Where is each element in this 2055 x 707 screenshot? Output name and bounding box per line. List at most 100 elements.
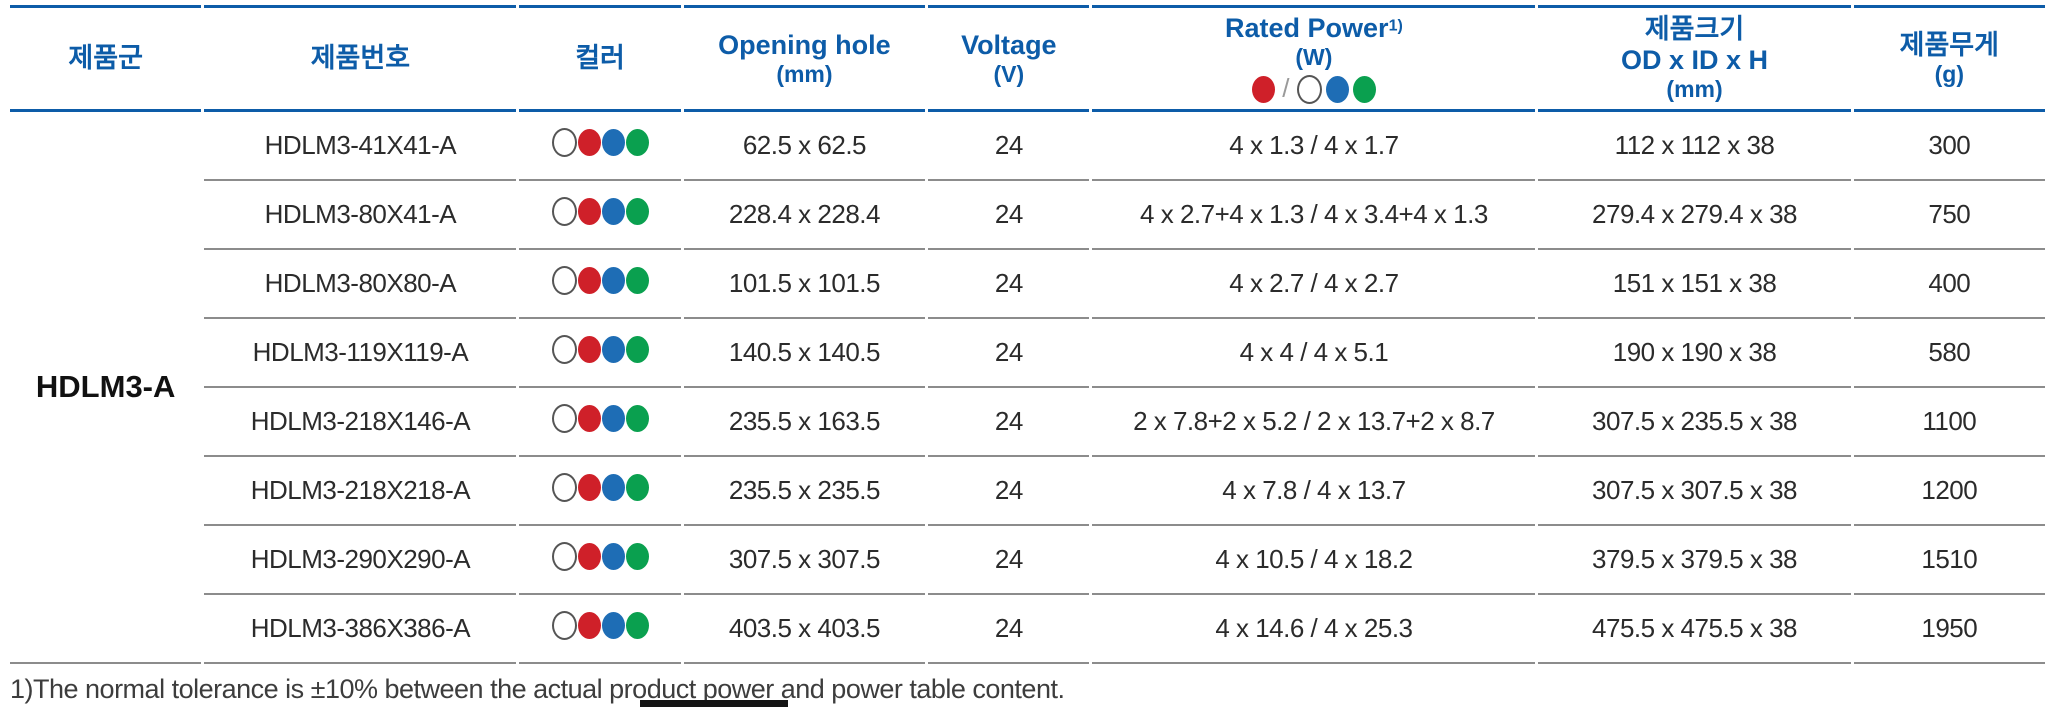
- voltage-cell: 24: [928, 112, 1090, 181]
- color-dots: [551, 196, 649, 226]
- header-label: 제품크기: [1644, 14, 1745, 45]
- red-dot-icon: [577, 266, 601, 294]
- product-weight-cell: 1200: [1853, 457, 2045, 526]
- color-cell: [519, 388, 681, 457]
- color-cell: [519, 595, 681, 664]
- table-row: HDLM3-218X218-A 235.5 x 235.5 24 4 x 7.8…: [10, 457, 2045, 526]
- color-dots: [551, 403, 649, 433]
- product-weight-cell: 400: [1853, 250, 2045, 319]
- product-size-cell: 112 x 112 x 38: [1538, 112, 1851, 181]
- white-dot-icon: [551, 403, 577, 433]
- green-dot-icon: [625, 128, 649, 156]
- red-dot-icon: [1252, 75, 1276, 103]
- rated-power-cell: 4 x 14.6 / 4 x 25.3: [1092, 595, 1536, 664]
- part-number-cell: HDLM3-80X41-A: [204, 181, 517, 250]
- product-size-cell: 279.4 x 279.4 x 38: [1538, 181, 1851, 250]
- color-dots: [551, 265, 649, 295]
- header-label: Opening hole: [718, 29, 891, 60]
- rated-power-cell: 4 x 7.8 / 4 x 13.7: [1092, 457, 1536, 526]
- part-number-cell: HDLM3-80X80-A: [204, 250, 517, 319]
- blue-dot-icon: [1325, 75, 1349, 103]
- opening-hole-cell: 62.5 x 62.5: [683, 112, 926, 181]
- header-label: Voltage: [961, 29, 1057, 60]
- red-dot-icon: [577, 542, 601, 570]
- rated-power-cell: 4 x 2.7+4 x 1.3 / 4 x 3.4+4 x 1.3: [1092, 181, 1536, 250]
- product-size-cell: 151 x 151 x 38: [1538, 250, 1851, 319]
- red-dot-icon: [577, 197, 601, 225]
- voltage-cell: 24: [928, 250, 1090, 319]
- product-size-cell: 379.5 x 379.5 x 38: [1538, 526, 1851, 595]
- blue-dot-icon: [601, 611, 625, 639]
- table-header: 제품군 제품번호 컬러 Opening hole (mm) Voltage (V…: [10, 5, 2045, 112]
- product-size-cell: 307.5 x 235.5 x 38: [1538, 388, 1851, 457]
- product-weight-cell: 1510: [1853, 526, 2045, 595]
- color-cell: [519, 181, 681, 250]
- table-row: HDLM3-80X41-A 228.4 x 228.4 24 4 x 2.7+4…: [10, 181, 2045, 250]
- green-dot-icon: [625, 335, 649, 363]
- green-dot-icon: [1352, 75, 1376, 103]
- color-dots: [551, 127, 649, 157]
- product-weight-cell: 1100: [1853, 388, 2045, 457]
- rated-power-cell: 2 x 7.8+2 x 5.2 / 2 x 13.7+2 x 8.7: [1092, 388, 1536, 457]
- blue-dot-icon: [601, 128, 625, 156]
- white-dot-icon: [551, 334, 577, 364]
- product-spec-table: 제품군 제품번호 컬러 Opening hole (mm) Voltage (V…: [7, 5, 2048, 664]
- red-dot-icon: [577, 128, 601, 156]
- header-label: 제품군: [68, 42, 143, 73]
- opening-hole-cell: 228.4 x 228.4: [683, 181, 926, 250]
- product-size-cell: 475.5 x 475.5 x 38: [1538, 595, 1851, 664]
- voltage-cell: 24: [928, 595, 1090, 664]
- power-color-legend: /: [1092, 73, 1535, 104]
- blue-dot-icon: [601, 197, 625, 225]
- table-row: HDLM3-386X386-A 403.5 x 403.5 24 4 x 14.…: [10, 595, 2045, 664]
- opening-hole-cell: 307.5 x 307.5: [683, 526, 926, 595]
- header-product-family: 제품군: [10, 5, 202, 112]
- color-dots: [551, 541, 649, 571]
- green-dot-icon: [625, 197, 649, 225]
- color-cell: [519, 112, 681, 181]
- table-row: HDLM3-A HDLM3-41X41-A 62.5 x 62.5 24 4 x …: [10, 112, 2045, 664]
- voltage-cell: 24: [928, 181, 1090, 250]
- red-dot-icon: [577, 335, 601, 363]
- product-weight-cell: 1950: [1853, 595, 2045, 664]
- header-label: 제품번호: [310, 42, 411, 73]
- green-dot-icon: [625, 266, 649, 294]
- header-unit: (mm): [776, 60, 833, 87]
- blue-dot-icon: [601, 266, 625, 294]
- table-row: HDLM3-218X146-A 235.5 x 163.5 24 2 x 7.8…: [10, 388, 2045, 457]
- opening-hole-cell: 403.5 x 403.5: [683, 595, 926, 664]
- part-number-cell: HDLM3-290X290-A: [204, 526, 517, 595]
- product-weight-cell: 580: [1853, 319, 2045, 388]
- header-label: 제품무게: [1899, 29, 1999, 60]
- color-cell: [519, 526, 681, 595]
- green-dot-icon: [625, 404, 649, 432]
- part-number-cell: HDLM3-218X146-A: [204, 388, 517, 457]
- green-dot-icon: [625, 611, 649, 639]
- opening-hole-cell: 101.5 x 101.5: [683, 250, 926, 319]
- red-dot-icon: [577, 611, 601, 639]
- white-dot-icon: [551, 472, 577, 502]
- voltage-cell: 24: [928, 388, 1090, 457]
- table-body: HDLM3-A HDLM3-41X41-A 62.5 x 62.5 24 4 x …: [10, 112, 2045, 664]
- header-label: 컬러: [575, 42, 625, 73]
- voltage-cell: 24: [928, 319, 1090, 388]
- color-dots: [551, 472, 649, 502]
- cropped-next-section-artifact: [640, 700, 788, 707]
- part-number-cell: HDLM3-218X218-A: [204, 457, 517, 526]
- part-number-cell: HDLM3-386X386-A: [204, 595, 517, 664]
- color-dots: [551, 334, 649, 364]
- product-size-cell: 307.5 x 307.5 x 38: [1538, 457, 1851, 526]
- red-dot-icon: [577, 404, 601, 432]
- table-row: HDLM3-80X80-A 101.5 x 101.5 24 4 x 2.7 /…: [10, 250, 2045, 319]
- header-unit: (mm): [1666, 76, 1723, 103]
- part-number-cell: HDLM3-41X41-A: [204, 112, 517, 181]
- product-weight-cell: 750: [1853, 181, 2045, 250]
- white-dot-icon: [551, 541, 577, 571]
- blue-dot-icon: [601, 473, 625, 501]
- blue-dot-icon: [601, 404, 625, 432]
- voltage-cell: 24: [928, 526, 1090, 595]
- color-cell: [519, 250, 681, 319]
- header-dimension-format: OD x ID x H: [1621, 45, 1769, 76]
- product-size-cell: 190 x 190 x 38: [1538, 319, 1851, 388]
- header-color: 컬러: [519, 5, 681, 112]
